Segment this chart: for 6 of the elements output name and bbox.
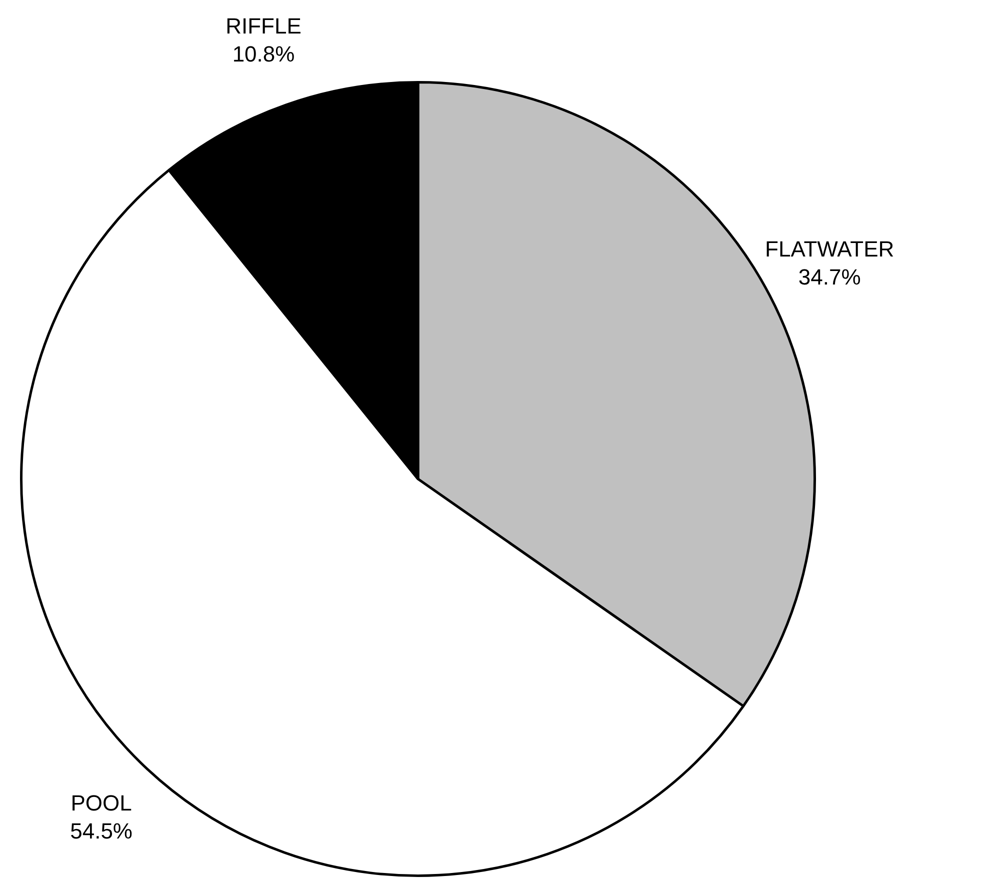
data-label: 34.7% (798, 264, 861, 290)
data-label: 54.5% (70, 818, 132, 844)
slice-label: FLATWATER (765, 236, 894, 262)
slice-label: RIFFLE (226, 13, 302, 38)
data-label: 10.8% (232, 41, 295, 66)
slice-label: POOL (70, 790, 132, 816)
